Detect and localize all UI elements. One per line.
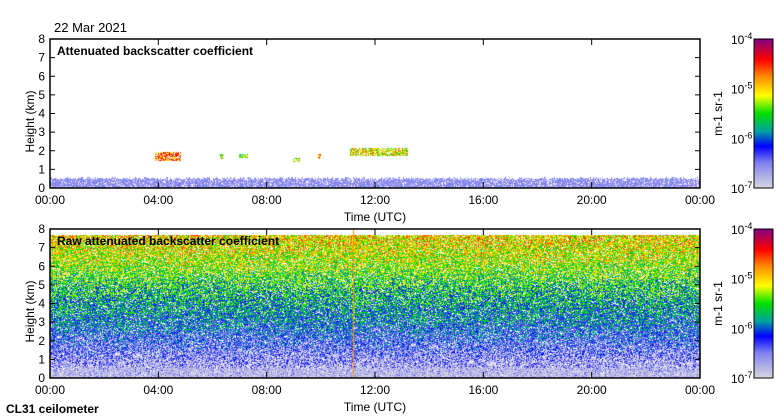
y-tick-label: 4 xyxy=(38,297,45,311)
y-tick-label: 7 xyxy=(38,241,45,255)
y-axis-label: Height (km) xyxy=(23,280,37,342)
colorbar-tick-label: 10-5 xyxy=(731,271,752,287)
x-axis-label: Time (UTC) xyxy=(344,400,406,414)
y-tick-label: 0 xyxy=(38,181,45,195)
colorbar-tick-label: 10-6 xyxy=(731,130,752,146)
y-tick-label: 0 xyxy=(38,371,45,385)
x-axis-label: Time (UTC) xyxy=(344,210,406,224)
colorbar-label: m-1 sr-1 xyxy=(711,281,725,326)
x-tick-label: 16:00 xyxy=(468,383,498,397)
y-tick-label: 8 xyxy=(38,222,45,236)
instrument-label: CL31 ceilometer xyxy=(6,402,99,416)
x-tick-label: 20:00 xyxy=(577,193,607,207)
y-tick-label: 3 xyxy=(38,125,45,139)
x-tick-label: 04:00 xyxy=(143,193,173,207)
x-tick-label: 00:00 xyxy=(35,193,65,207)
y-tick-label: 3 xyxy=(38,315,45,329)
x-tick-label: 20:00 xyxy=(577,383,607,397)
y-axis-label: Height (km) xyxy=(23,90,37,152)
y-tick-label: 5 xyxy=(38,278,45,292)
y-tick-label: 8 xyxy=(38,32,45,46)
y-tick-label: 4 xyxy=(38,107,45,121)
y-tick-label: 1 xyxy=(38,352,45,366)
x-tick-label: 12:00 xyxy=(360,193,390,207)
panel-raw: Raw attenuated backscatter coefficient00… xyxy=(23,221,774,414)
heatmap-canvas-top xyxy=(50,39,700,188)
y-tick-label: 2 xyxy=(38,144,45,158)
x-tick-label: 16:00 xyxy=(468,193,498,207)
plot-title: Attenuated backscatter coefficient xyxy=(57,44,253,58)
x-tick-label: 00:00 xyxy=(685,193,715,207)
x-tick-label: 04:00 xyxy=(143,383,173,397)
y-tick-label: 2 xyxy=(38,334,45,348)
colorbar-label: m-1 sr-1 xyxy=(711,91,725,136)
colorbar xyxy=(753,228,774,379)
y-tick-label: 1 xyxy=(38,162,45,176)
x-tick-label: 00:00 xyxy=(35,383,65,397)
y-tick-label: 5 xyxy=(38,88,45,102)
colorbar-tick-label: 10-4 xyxy=(731,221,752,237)
x-tick-label: 12:00 xyxy=(360,383,390,397)
colorbar-tick-label: 10-6 xyxy=(731,320,752,336)
date-label: 22 Mar 2021 xyxy=(54,20,127,35)
y-tick-label: 7 xyxy=(38,51,45,65)
y-tick-label: 6 xyxy=(38,259,45,273)
plot-title: Raw attenuated backscatter coefficient xyxy=(57,234,279,248)
colorbar-tick-label: 10-5 xyxy=(731,81,752,97)
plot-frame xyxy=(49,38,701,189)
colorbar-tick-label: 10-7 xyxy=(731,370,752,386)
plot-frame xyxy=(49,228,701,379)
heatmap-canvas-bottom xyxy=(50,229,700,378)
y-tick-label: 6 xyxy=(38,69,45,83)
colorbar-tick-label: 10-7 xyxy=(731,180,752,196)
x-tick-label: 08:00 xyxy=(252,193,282,207)
x-tick-label: 08:00 xyxy=(252,383,282,397)
colorbar-tick-label: 10-4 xyxy=(731,31,752,47)
x-tick-label: 00:00 xyxy=(685,383,715,397)
colorbar xyxy=(753,38,774,189)
